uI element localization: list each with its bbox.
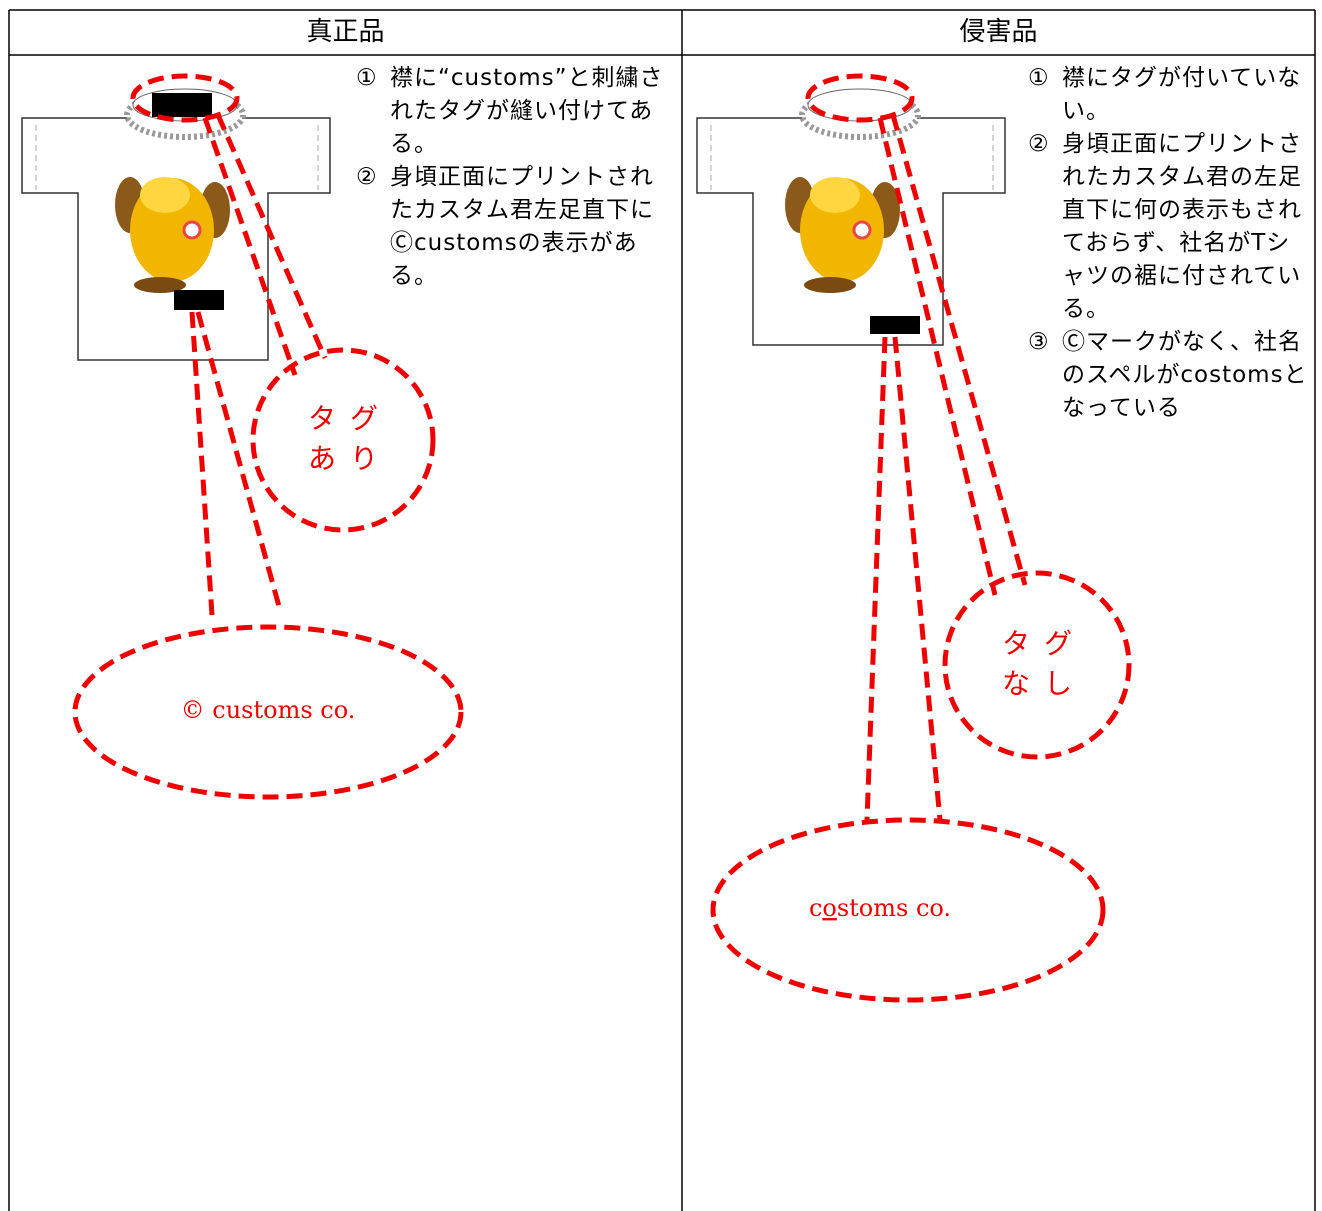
note-text: 襟にタグが付いていない。: [1062, 65, 1302, 124]
note-marker: ③: [1028, 329, 1050, 355]
callout-text: なし: [1002, 667, 1086, 700]
callout-text: costoms co.: [809, 894, 951, 922]
note-item: ③ Ⓒマークがなく、社名のスペルがcostomsとなっている: [1028, 326, 1310, 425]
note-text: 身頃正面にプリントされたカスタム君左足直下にⒸcustomsの表示がある。: [390, 164, 654, 289]
note-item: ① 襟にタグが付いていない。: [1028, 62, 1310, 128]
note-item: ② 身頃正面にプリントされたカスタム君の左足直下に何の表示もされておらず、社名がT…: [1028, 128, 1310, 326]
note-marker: ②: [356, 164, 378, 190]
callout-text: タグ: [1002, 627, 1086, 660]
callout-part: o: [822, 894, 836, 922]
notes: ① 襟に“customs”と刺繍されたタグが縫い付けてある。 ② 身頃正面にプリントさ…: [356, 62, 672, 293]
note-text: Ⓒマークがなく、社名のスペルがcostomsとなっている: [1062, 329, 1308, 421]
note-marker: ①: [356, 65, 378, 91]
callout-text: タグ: [308, 402, 392, 435]
callout-part: c: [809, 894, 822, 922]
note-marker: ②: [1028, 131, 1050, 157]
note-marker: ①: [1028, 65, 1050, 91]
table-border: [8, 9, 1316, 1211]
callout-text: あり: [308, 442, 392, 475]
tshirt-genuine: [21, 73, 464, 800]
callout-text: © customs co.: [181, 696, 356, 724]
note-text: 身頃正面にプリントされたカスタム君の左足直下に何の表示もされておらず、社名がTシ…: [1062, 131, 1302, 322]
note-item: ① 襟に“customs”と刺繍されたタグが縫い付けてある。: [356, 62, 672, 161]
note-text: 襟に“customs”と刺繍されたタグが縫い付けてある。: [390, 65, 664, 157]
column-header: 真正品: [306, 17, 385, 47]
tshirt-infringing: [696, 73, 1132, 1003]
note-item: ② 身頃正面にプリントされたカスタム君左足直下にⒸcustomsの表示がある。: [356, 161, 672, 293]
notes: ① 襟にタグが付いていない。 ② 身頃正面にプリントされたカスタム君の左足直下に何の表…: [1028, 62, 1310, 425]
callout-part: stoms co.: [837, 894, 951, 922]
column-header: 侵害品: [959, 17, 1038, 47]
